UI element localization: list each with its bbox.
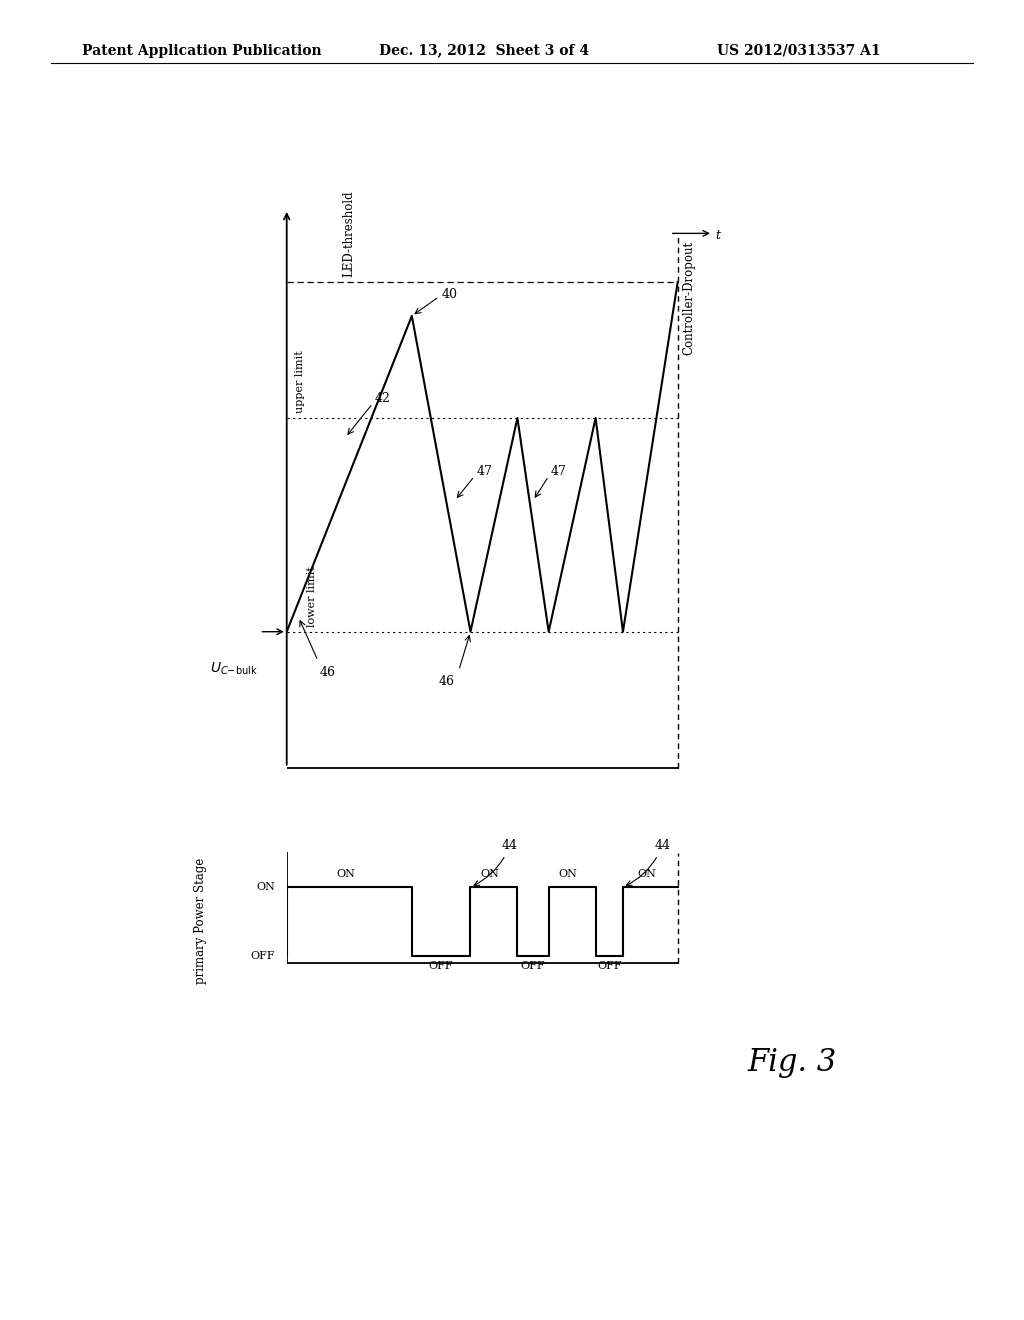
Text: 40: 40	[441, 288, 457, 301]
Text: 46: 46	[319, 665, 336, 678]
Text: upper limit: upper limit	[295, 350, 305, 413]
Text: 44: 44	[474, 840, 518, 886]
Text: 46: 46	[439, 676, 455, 689]
Text: LED-threshold: LED-threshold	[343, 190, 355, 277]
Text: Patent Application Publication: Patent Application Publication	[82, 44, 322, 58]
Text: ON: ON	[480, 869, 500, 879]
Text: OFF: OFF	[597, 961, 622, 972]
Text: US 2012/0313537 A1: US 2012/0313537 A1	[717, 44, 881, 58]
Text: OFF: OFF	[250, 950, 275, 961]
Text: OFF: OFF	[521, 961, 546, 972]
Text: ON: ON	[256, 882, 275, 892]
Text: ON: ON	[336, 869, 354, 879]
Text: lower limit: lower limit	[307, 566, 317, 627]
Text: Fig. 3: Fig. 3	[748, 1047, 837, 1078]
Text: 47: 47	[476, 465, 493, 478]
Text: $U_{C\mathrm{-bulk}}$: $U_{C\mathrm{-bulk}}$	[210, 661, 257, 677]
Text: 42: 42	[375, 392, 390, 405]
Text: Controller-Dropout: Controller-Dropout	[682, 240, 695, 355]
Text: 47: 47	[551, 465, 566, 478]
Text: ON: ON	[559, 869, 578, 879]
Text: t: t	[715, 230, 720, 243]
Text: primary Power Stage: primary Power Stage	[195, 858, 207, 985]
Text: 44: 44	[627, 840, 671, 886]
Text: ON: ON	[637, 869, 655, 879]
Text: Dec. 13, 2012  Sheet 3 of 4: Dec. 13, 2012 Sheet 3 of 4	[379, 44, 589, 58]
Text: OFF: OFF	[429, 961, 454, 972]
